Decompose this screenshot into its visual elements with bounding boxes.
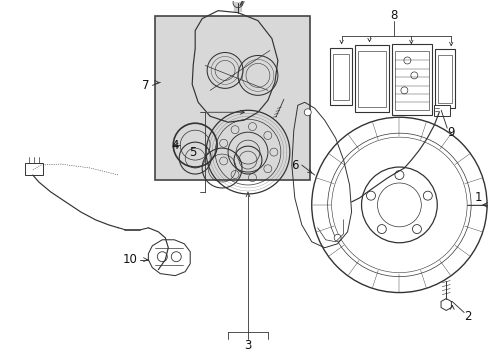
Circle shape — [394, 171, 403, 180]
Text: 6: 6 — [290, 158, 298, 172]
Bar — [433, 105, 449, 116]
Bar — [332, 54, 348, 100]
Text: 9: 9 — [447, 126, 454, 139]
Text: 4: 4 — [171, 139, 179, 152]
Circle shape — [410, 72, 417, 79]
Bar — [437, 55, 451, 103]
Bar — [357, 51, 386, 107]
Bar — [25, 163, 42, 175]
Circle shape — [403, 57, 410, 64]
Text: 10: 10 — [123, 253, 138, 266]
Bar — [434, 49, 454, 108]
Circle shape — [377, 225, 386, 234]
Circle shape — [157, 252, 167, 262]
Circle shape — [423, 191, 431, 200]
Text: 2: 2 — [464, 310, 471, 323]
Circle shape — [333, 234, 341, 241]
Bar — [329, 48, 351, 105]
Bar — [354, 45, 388, 112]
Text: 5: 5 — [189, 145, 197, 159]
Text: 7: 7 — [142, 79, 149, 92]
Circle shape — [171, 252, 181, 262]
Circle shape — [304, 109, 310, 116]
Circle shape — [400, 87, 407, 94]
Bar — [155, 15, 309, 180]
Circle shape — [412, 225, 421, 234]
Text: 3: 3 — [244, 339, 251, 352]
Bar — [395, 50, 428, 110]
Text: 1: 1 — [473, 192, 481, 204]
Circle shape — [366, 191, 375, 200]
Text: 8: 8 — [390, 9, 397, 22]
Bar — [392, 44, 431, 115]
